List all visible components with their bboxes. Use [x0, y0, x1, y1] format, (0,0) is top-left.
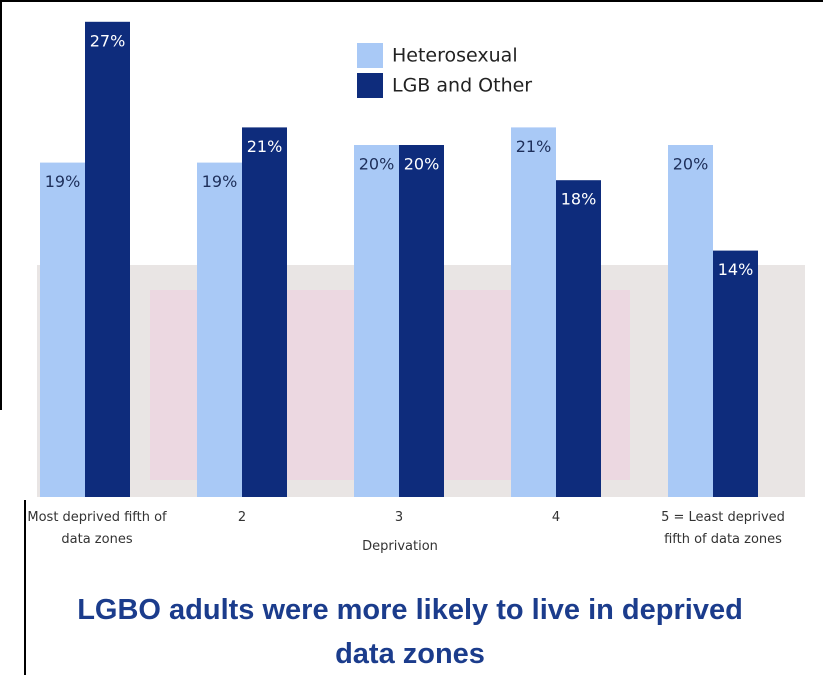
bar [556, 180, 601, 497]
legend-swatch [357, 73, 383, 98]
bar [85, 21, 130, 498]
value-label: 21% [247, 137, 283, 156]
bar [197, 162, 242, 497]
value-label: 20% [359, 155, 395, 174]
x-tick-label: 2 [237, 510, 247, 525]
legend-label: LGB and Other [392, 75, 532, 97]
bar [40, 162, 85, 497]
bar [511, 127, 556, 498]
value-label: 19% [45, 172, 81, 191]
value-label: 19% [202, 172, 238, 191]
value-label: 27% [90, 31, 126, 50]
legend-swatch [357, 43, 383, 68]
bar [668, 145, 713, 497]
x-tick-label: 4 [551, 510, 561, 525]
x-tick-label: 3 [394, 510, 404, 525]
bar [713, 250, 758, 497]
chart-title: LGBO adults were more likely to live in … [77, 594, 743, 670]
value-label: 21% [516, 137, 552, 156]
value-label: 14% [718, 260, 754, 279]
value-label: 18% [561, 190, 597, 209]
x-tick-label: Most deprived fifth of data zones [27, 510, 167, 547]
bar [399, 145, 444, 497]
bar [354, 145, 399, 497]
legend-label: Heterosexual [392, 45, 518, 67]
value-label: 20% [404, 155, 440, 174]
value-label: 20% [673, 155, 709, 174]
x-axis-label: Deprivation [362, 539, 438, 554]
bar [242, 127, 287, 498]
x-tick-label: 5 = Least deprived fifth of data zones [661, 510, 785, 547]
